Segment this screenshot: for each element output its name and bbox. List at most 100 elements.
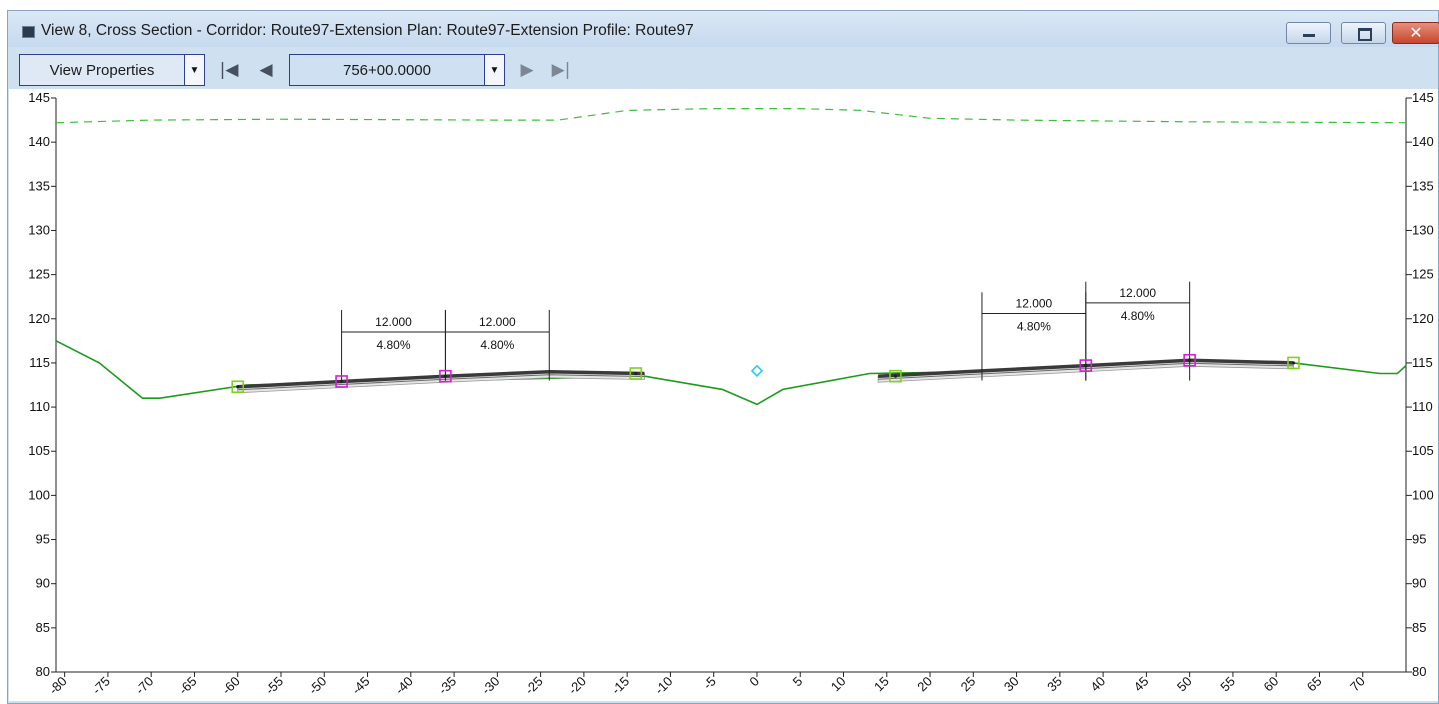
left-tick-label: 120	[28, 311, 50, 326]
right-tick-label: 115	[1412, 355, 1433, 370]
dimension-slope-label: 4.80%	[1121, 309, 1155, 323]
x-tick-label: 50	[1174, 674, 1195, 695]
edge-point-marker	[1287, 356, 1300, 370]
right-tick-label: 125	[1412, 267, 1434, 282]
first-station-button[interactable]: |◀	[219, 60, 239, 80]
lane-point-dot	[1188, 358, 1192, 362]
dimension-slope-label: 4.80%	[376, 338, 410, 352]
right-tick-label: 130	[1412, 222, 1434, 237]
x-tick-label: 5	[790, 674, 806, 690]
left-tick-label: 140	[28, 134, 50, 149]
lane-point-dot	[339, 379, 344, 384]
x-tick-label: 55	[1217, 674, 1238, 695]
left-tick-label: 95	[36, 532, 50, 547]
x-tick-label: -55	[262, 674, 286, 698]
right-tick-label: 80	[1412, 664, 1426, 679]
cross-section-canvas[interactable]: 145 140 135 130 125 120 115 110 105 100 95 90 85 80 14…	[9, 89, 1438, 701]
x-tick-label: -25	[522, 674, 546, 698]
minimize-icon	[1303, 34, 1315, 37]
x-tick-label: 45	[1131, 674, 1152, 695]
left-tick-label: 105	[28, 443, 50, 458]
edge-point-dot	[236, 385, 240, 389]
x-tick-label: 40	[1087, 674, 1108, 695]
minimize-button[interactable]	[1286, 22, 1331, 44]
x-tick-label: 15	[871, 674, 892, 695]
x-tick-label: 35	[1044, 674, 1065, 695]
x-tick-label: -65	[176, 674, 200, 698]
lane-point-marker	[1183, 353, 1196, 367]
lane-point-marker	[1079, 359, 1093, 372]
right-tick-label: 110	[1412, 399, 1433, 414]
left-tick-label: 130	[28, 222, 50, 237]
x-tick-label: -30	[479, 674, 503, 698]
view-toolbar: View Properties ▼ |◀ ◀ 756+00.0000 ▼ ▶ ▶…	[8, 51, 1438, 87]
x-tick-label: 70	[1347, 674, 1368, 695]
left-tick-label: 135	[28, 178, 50, 193]
window-title: View 8, Cross Section - Corridor: Route9…	[41, 22, 694, 39]
next-station-button[interactable]: ▶	[520, 60, 534, 80]
view-properties-label: View Properties	[49, 61, 155, 79]
cross-section-chart[interactable]: 1451401351301251201151101051009590858014…	[9, 89, 1438, 701]
lane-point-marker	[335, 375, 348, 388]
left-tick-label: 90	[36, 576, 50, 591]
existing-ground-dashed-line	[55, 108, 1407, 124]
x-tick-label: -75	[89, 674, 113, 698]
dimension-slope-label: 4.80%	[1017, 319, 1051, 333]
lane-point-dot	[1084, 363, 1088, 368]
lane-point-dot	[443, 374, 448, 378]
maximize-icon	[1358, 28, 1372, 41]
right-tick-label: 120	[1412, 311, 1434, 326]
right-tick-label: 90	[1412, 576, 1426, 591]
left-tick-label: 85	[36, 620, 50, 635]
dimension-width-label: 12.000	[375, 315, 412, 329]
x-tick-label: 10	[828, 674, 849, 695]
dimension-width-label: 12.000	[1119, 286, 1156, 300]
x-tick-label: -40	[392, 674, 416, 698]
edge-point-dot	[634, 371, 638, 376]
x-tick-label: 65	[1304, 674, 1325, 695]
chevron-down-icon[interactable]: ▼	[184, 55, 204, 85]
x-tick-label: 25	[958, 674, 979, 695]
x-tick-label: -45	[349, 674, 373, 698]
x-tick-label: -15	[608, 674, 632, 698]
x-tick-label: -20	[565, 674, 589, 698]
right-tick-label: 135	[1412, 178, 1434, 193]
x-tick-label: 30	[1001, 674, 1022, 695]
chevron-down-icon[interactable]: ▼	[484, 55, 504, 85]
dimension-width-label: 12.000	[1016, 296, 1053, 310]
dimension-width-label: 12.000	[479, 315, 516, 329]
x-tick-label: -35	[435, 674, 459, 698]
maximize-button[interactable]	[1341, 22, 1386, 44]
close-button[interactable]: ✕	[1392, 22, 1439, 44]
left-tick-label: 125	[28, 267, 50, 282]
left-tick-label: 100	[28, 487, 50, 502]
view-properties-dropdown[interactable]: View Properties ▼	[19, 54, 205, 86]
dimension-slope-label: 4.80%	[480, 338, 514, 352]
left-tick-label: 145	[28, 90, 50, 105]
x-tick-label: -50	[305, 674, 329, 698]
left-tick-label: 115	[29, 355, 50, 370]
centerline-marker	[750, 364, 764, 378]
x-tick-label: -10	[652, 674, 676, 698]
title-bar[interactable]: View 8, Cross Section - Corridor: Route9…	[8, 11, 1439, 47]
left-tick-label: 110	[29, 399, 50, 414]
station-dropdown[interactable]: 756+00.0000 ▼	[289, 54, 505, 86]
edge-point-marker	[889, 369, 902, 383]
left-tick-label: 80	[36, 664, 50, 679]
last-station-button[interactable]: ▶|	[551, 60, 571, 80]
x-tick-label: -5	[700, 674, 719, 693]
x-tick-label: -60	[219, 674, 243, 698]
right-tick-label: 95	[1412, 532, 1426, 547]
existing-ground-line	[55, 340, 1407, 406]
lane-point-marker	[439, 369, 452, 383]
edge-point-marker	[231, 380, 245, 394]
right-tick-label: 100	[1412, 487, 1434, 502]
right-tick-label: 85	[1412, 620, 1426, 635]
x-tick-label: 20	[914, 674, 935, 695]
x-tick-label: 0	[746, 674, 762, 690]
right-tick-label: 105	[1412, 443, 1434, 458]
right-tick-label: 145	[1412, 90, 1434, 105]
view-window-icon	[22, 26, 35, 38]
x-tick-label: 60	[1260, 674, 1281, 695]
previous-station-button[interactable]: ◀	[259, 60, 273, 80]
